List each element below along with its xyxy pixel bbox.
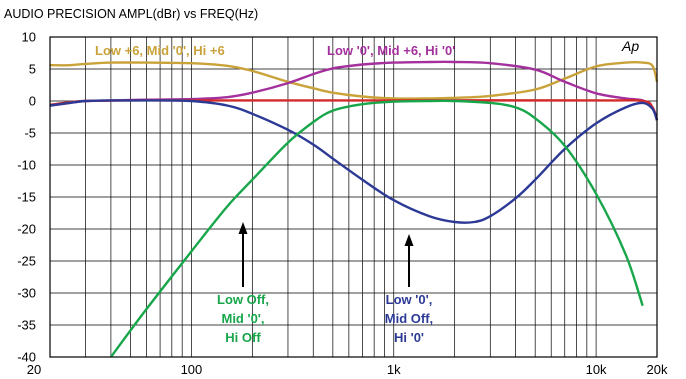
series-line-low6-mid0-hi6 — [49, 60, 659, 100]
x-axis-tick-labels: 20 100 1k 10k 20k — [27, 362, 668, 377]
x-tick-label: 20k — [647, 362, 668, 377]
y-tick-label: -30 — [17, 286, 36, 301]
grid — [49, 36, 658, 358]
label-low0-midoff-hi0-line: Low '0', — [386, 292, 433, 307]
y-tick-label: 0 — [29, 94, 36, 109]
label-lowoff-mid0-hioff-line: Mid '0', — [221, 311, 264, 326]
label-lowoff-mid0-hioff-line: Low Off, — [217, 292, 269, 307]
arrow-blue-head — [404, 234, 414, 246]
ap-logo: Ap — [621, 38, 639, 54]
series-line-low0-midoff-hi0 — [49, 99, 659, 224]
label-low0-mid6-hi0: Low '0', Mid +6, Hi '0' — [327, 43, 455, 58]
series-line-lowoff-mid0-hioff — [109, 99, 644, 358]
y-tick-label: -35 — [17, 318, 36, 333]
x-tick-label: 1k — [387, 362, 401, 377]
y-tick-label: -25 — [17, 254, 36, 269]
series-lines — [49, 60, 659, 358]
label-lowoff-mid0-hioff-line: Hi Off — [225, 330, 261, 345]
chart-title: AUDIO PRECISION AMPL(dBr) vs FREQ(Hz) — [4, 7, 258, 21]
y-axis-tick-labels: 10 5 0 -5 -10 -15 -20 -25 -30 -35 -40 — [17, 30, 36, 365]
label-low0-midoff-hi0-line: Hi '0' — [394, 330, 424, 345]
y-tick-label: -5 — [24, 126, 36, 141]
y-tick-label: -15 — [17, 190, 36, 205]
x-tick-label: 20 — [27, 362, 41, 377]
label-low0-midoff-hi0-line: Mid Off, — [385, 311, 433, 326]
x-tick-label: 100 — [181, 362, 203, 377]
arrow-green — [238, 222, 248, 287]
series-line-low0-mid6-hi0 — [49, 60, 659, 121]
y-tick-label: -10 — [17, 158, 36, 173]
label-low0-midoff-hi0: Low '0', Mid Off, Hi '0' — [385, 292, 433, 345]
arrow-green-head — [238, 222, 248, 234]
arrow-blue — [404, 234, 414, 287]
x-tick-label: 10k — [586, 362, 607, 377]
y-tick-label: -20 — [17, 222, 36, 237]
label-lowoff-mid0-hioff: Low Off, Mid '0', Hi Off — [217, 292, 269, 345]
y-tick-label: 10 — [22, 30, 36, 45]
series-line-flat — [49, 99, 659, 121]
label-low6-mid0-hi6: Low +6, Mid '0', Hi +6 — [95, 43, 225, 58]
annotations: Low +6, Mid '0', Hi +6 Low '0', Mid +6, H… — [95, 43, 455, 345]
plot-frame — [49, 36, 658, 358]
y-tick-label: -40 — [17, 350, 36, 365]
y-tick-label: 5 — [29, 62, 36, 77]
